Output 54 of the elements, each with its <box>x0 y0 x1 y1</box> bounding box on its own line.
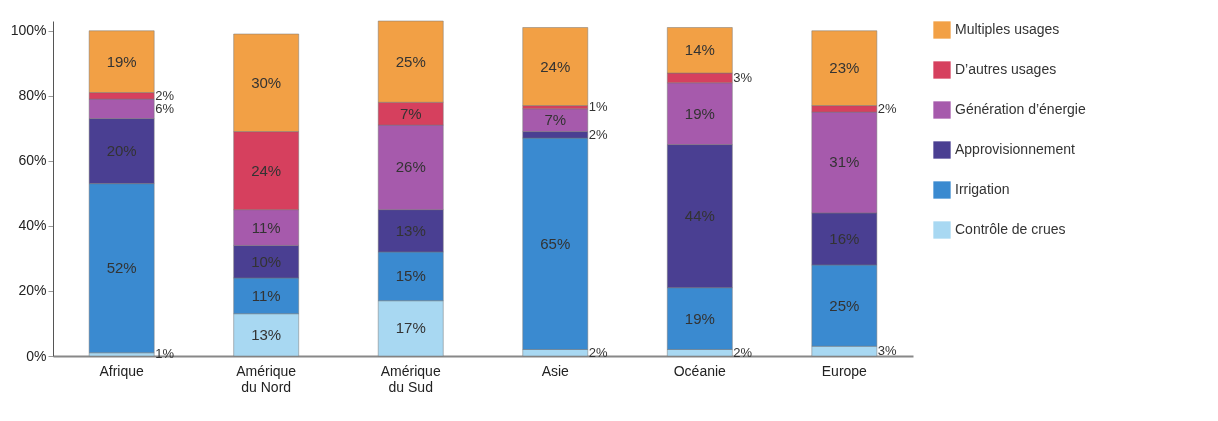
y-tick-label: 80% <box>18 87 47 104</box>
y-tick-label: 60% <box>18 152 47 169</box>
x-tick-label: Océanie <box>673 362 727 379</box>
data-label: 6% <box>155 100 175 116</box>
data-label: 23% <box>829 59 860 77</box>
x-tick-label: Amérique du Sud <box>380 362 441 395</box>
data-label: 31% <box>829 153 860 171</box>
data-label: 16% <box>829 229 860 247</box>
data-label: 24% <box>251 161 282 179</box>
data-label: 19% <box>684 309 715 327</box>
data-label: 2% <box>588 126 609 142</box>
legend-label: Irrigation <box>955 181 1010 197</box>
data-label: 26% <box>395 158 426 176</box>
data-label: 14% <box>684 41 715 59</box>
data-label: 2% <box>733 344 753 360</box>
data-label: 2% <box>877 100 898 116</box>
legend-label: Approvisionnement <box>955 141 1075 157</box>
data-label: 7% <box>544 111 567 129</box>
data-label: 44% <box>684 207 715 225</box>
legend-label: Multiples usages <box>955 21 1060 37</box>
data-label: 25% <box>829 296 860 314</box>
legend-label: Contrôle de crues <box>955 221 1066 237</box>
x-tick-label: Europe <box>821 362 868 379</box>
y-tick-label: 0% <box>26 347 47 364</box>
data-label: 13% <box>251 325 282 343</box>
data-label: 25% <box>395 52 426 70</box>
data-label: 11% <box>251 218 281 236</box>
data-label: 19% <box>106 52 137 70</box>
data-label: 7% <box>399 104 422 122</box>
bar <box>522 27 589 106</box>
data-label: 11% <box>251 286 281 304</box>
x-tick-label: Amérique du Nord <box>236 362 297 395</box>
x-tick-label: Asie <box>541 362 570 379</box>
data-label: 20% <box>106 142 137 160</box>
y-tick-label: 100% <box>10 22 47 39</box>
data-label: 15% <box>395 267 426 285</box>
data-label: 30% <box>251 73 282 91</box>
y-tick-label: 20% <box>18 282 47 299</box>
data-label: 13% <box>395 221 426 239</box>
data-label: 17% <box>395 319 426 337</box>
data-label: 1% <box>588 99 609 115</box>
data-label: 3% <box>733 69 753 85</box>
data-label: 2% <box>588 344 609 360</box>
data-label: 24% <box>540 57 571 75</box>
y-tick-label: 40% <box>18 217 47 234</box>
legend-label: D’autres usages <box>955 61 1057 77</box>
data-label: 65% <box>540 234 571 252</box>
legend-label: Génération d’énergie <box>955 101 1086 117</box>
data-label: 19% <box>684 104 715 122</box>
x-tick-label: Afrique <box>99 362 145 379</box>
data-label: 3% <box>877 343 898 359</box>
data-label: 52% <box>106 259 137 277</box>
data-label: 2% <box>155 87 175 103</box>
data-label: 10% <box>251 252 282 270</box>
